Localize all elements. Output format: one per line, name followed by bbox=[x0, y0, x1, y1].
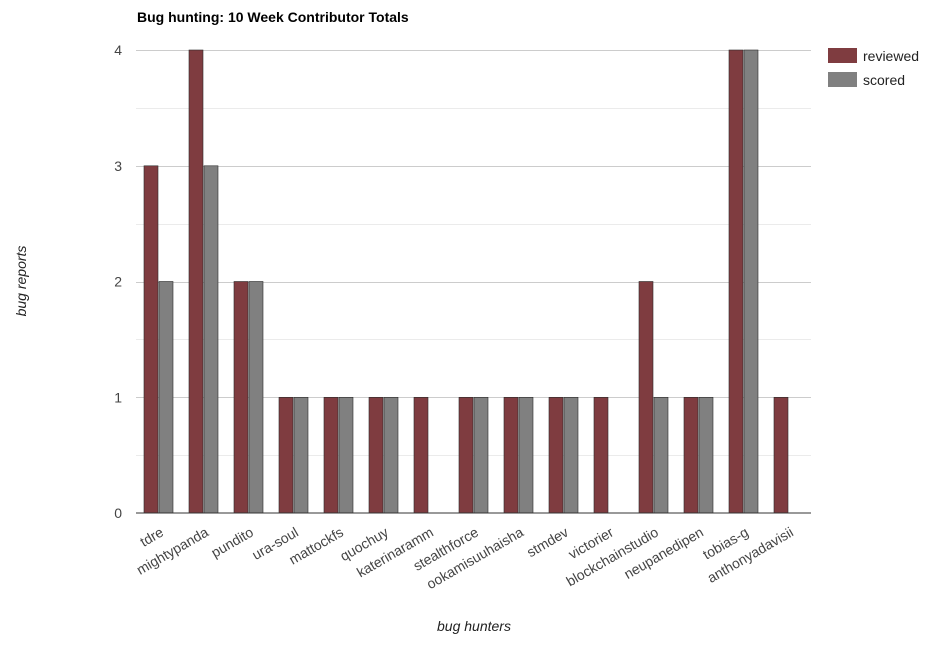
y-tick-label: 4 bbox=[114, 42, 122, 58]
bar-reviewed-ookamisuuhaisha bbox=[503, 396, 519, 514]
bar-scored-tdre bbox=[158, 281, 174, 514]
bar-reviewed-pundito bbox=[233, 281, 249, 514]
bar-scored-stmdev bbox=[563, 396, 579, 514]
bar-scored-tobias-g bbox=[743, 49, 759, 514]
bar-reviewed-quochuy bbox=[368, 396, 384, 514]
chart-title: Bug hunting: 10 Week Contributor Totals bbox=[137, 9, 409, 25]
y-tick-label: 3 bbox=[114, 158, 122, 174]
legend-swatch-scored bbox=[828, 72, 857, 87]
bar-scored-blockchainstudio bbox=[653, 396, 669, 514]
bar-scored-ura-soul bbox=[293, 396, 309, 514]
bar-reviewed-stmdev bbox=[548, 396, 564, 514]
y-tick-labels: 0 1 2 3 4 bbox=[114, 42, 122, 521]
bar-reviewed-neupanedipen bbox=[683, 396, 699, 514]
legend-label-scored: scored bbox=[863, 72, 905, 88]
x-axis-title: bug hunters bbox=[437, 618, 511, 634]
bar-scored-quochuy bbox=[383, 396, 399, 514]
bar-reviewed-tdre bbox=[143, 165, 159, 514]
bar-reviewed-mattockfs bbox=[323, 396, 339, 514]
y-tick-label: 1 bbox=[114, 389, 122, 405]
bar-scored-ookamisuuhaisha bbox=[518, 396, 534, 514]
bar-reviewed-mightypanda bbox=[188, 49, 204, 514]
bar-reviewed-tobias-g bbox=[728, 49, 744, 514]
y-axis-title: bug reports bbox=[13, 246, 29, 317]
bar-scored-stealthforce bbox=[473, 396, 489, 514]
x-tick-label: stmdev bbox=[524, 524, 571, 560]
x-tick-label: pundito bbox=[208, 524, 256, 561]
bars bbox=[143, 49, 789, 514]
bar-reviewed-katerinaramm bbox=[413, 396, 429, 514]
bar-reviewed-anthonyadavisii bbox=[773, 396, 789, 514]
grid-lines bbox=[136, 50, 811, 456]
y-tick-label: 0 bbox=[114, 505, 122, 521]
bar-reviewed-ura-soul bbox=[278, 396, 294, 514]
bar-reviewed-blockchainstudio bbox=[638, 281, 654, 514]
x-tick-label: tdre bbox=[137, 524, 166, 550]
bar-reviewed-stealthforce bbox=[458, 396, 474, 514]
bar-scored-mightypanda bbox=[203, 165, 219, 514]
legend-label-reviewed: reviewed bbox=[863, 48, 919, 64]
legend-swatch-reviewed bbox=[828, 48, 857, 63]
x-tick-labels: tdremightypandapunditoura-soulmattockfsq… bbox=[134, 524, 796, 593]
bar-scored-pundito bbox=[248, 281, 264, 514]
bar-scored-neupanedipen bbox=[698, 396, 714, 514]
y-tick-label: 2 bbox=[114, 274, 122, 290]
bar-reviewed-victorier bbox=[593, 396, 609, 514]
legend: reviewed scored bbox=[828, 48, 919, 88]
bar-scored-mattockfs bbox=[338, 396, 354, 514]
